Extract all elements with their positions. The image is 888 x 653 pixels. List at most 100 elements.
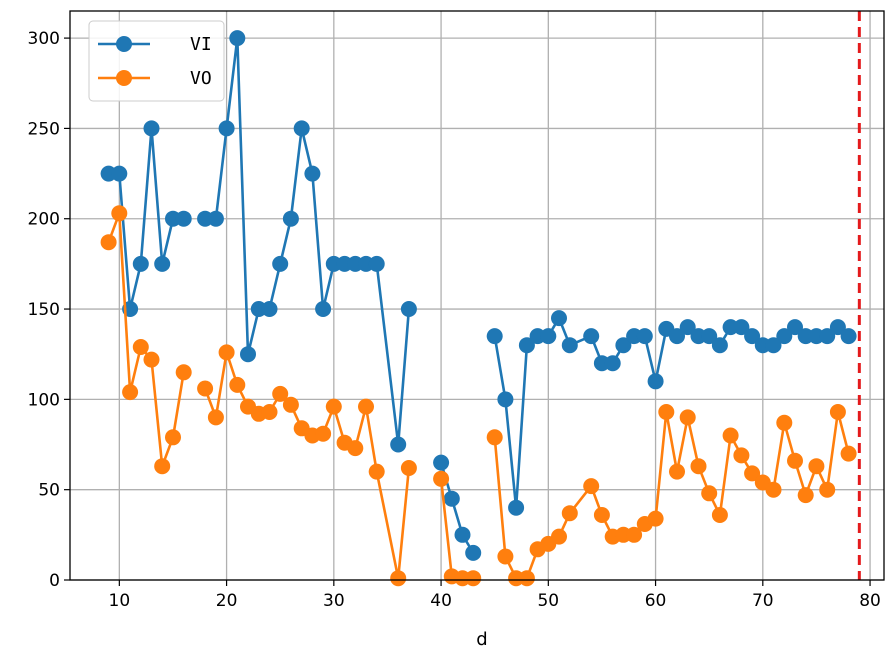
data-point-vi-66 bbox=[711, 337, 728, 354]
data-point-vo-48 bbox=[518, 570, 535, 587]
data-point-vo-21 bbox=[229, 376, 246, 393]
data-point-vi-22 bbox=[240, 346, 256, 363]
data-point-vo-9 bbox=[100, 234, 117, 251]
data-point-vi-43 bbox=[465, 544, 482, 561]
x-tick-label-30: 30 bbox=[323, 591, 345, 611]
data-point-vo-16 bbox=[175, 364, 192, 381]
legend-label-vo: VO bbox=[190, 68, 212, 89]
data-point-vo-66 bbox=[711, 507, 728, 523]
data-point-vo-12 bbox=[132, 339, 149, 355]
data-point-vo-10 bbox=[111, 205, 128, 222]
data-point-vo-69 bbox=[744, 465, 761, 482]
data-point-vi-48 bbox=[518, 337, 535, 354]
legend-label-vi: VI bbox=[190, 34, 212, 55]
data-point-vi-10 bbox=[111, 165, 128, 182]
data-point-vi-68 bbox=[733, 319, 750, 336]
data-point-vo-25 bbox=[272, 385, 289, 402]
data-point-vo-72 bbox=[776, 414, 793, 431]
data-point-vi-34 bbox=[368, 255, 385, 272]
data-point-vi-36 bbox=[390, 436, 407, 453]
x-tick-label-10: 10 bbox=[109, 591, 131, 611]
y-axis: 0 50 100 150 200 250 300 bbox=[28, 29, 70, 591]
data-point-vi-20 bbox=[218, 120, 235, 137]
data-point-vi-71 bbox=[765, 337, 782, 354]
data-point-vi-12 bbox=[132, 255, 149, 272]
x-axis: 10 20 30 40 50 60 70 80 bbox=[109, 580, 881, 611]
data-point-vi-73 bbox=[787, 319, 803, 336]
data-point-vo-40 bbox=[433, 470, 450, 487]
data-point-vi-29 bbox=[315, 301, 332, 317]
data-point-vo-52 bbox=[561, 505, 578, 522]
data-point-vo-51 bbox=[551, 528, 567, 545]
data-point-vo-67 bbox=[722, 427, 739, 444]
data-point-vo-55 bbox=[593, 507, 610, 523]
data-point-vo-58 bbox=[626, 526, 643, 543]
data-point-vi-37 bbox=[400, 301, 417, 317]
series-vi bbox=[100, 30, 857, 561]
data-point-vi-47 bbox=[508, 499, 525, 516]
data-point-vi-45 bbox=[486, 328, 503, 345]
data-point-vi-62 bbox=[669, 328, 685, 345]
x-axis-label: d bbox=[476, 629, 487, 650]
data-point-vo-71 bbox=[765, 481, 782, 498]
data-point-vo-68 bbox=[733, 447, 750, 464]
data-point-vi-56 bbox=[604, 355, 621, 372]
data-point-vi-63 bbox=[679, 319, 696, 336]
y-tick-label-250: 250 bbox=[28, 119, 60, 139]
y-tick-label-300: 300 bbox=[28, 29, 60, 49]
data-point-vi-42 bbox=[454, 526, 471, 543]
data-point-vi-19 bbox=[207, 210, 224, 227]
data-point-vo-15 bbox=[165, 429, 181, 446]
x-tick-label-70: 70 bbox=[752, 591, 774, 611]
data-point-vo-37 bbox=[400, 460, 417, 476]
data-point-vo-24 bbox=[261, 404, 278, 420]
data-point-vi-76 bbox=[819, 328, 836, 345]
data-point-vi-57 bbox=[615, 337, 632, 354]
data-point-vi-54 bbox=[583, 328, 600, 345]
data-point-vo-65 bbox=[701, 485, 718, 502]
x-tick-label-40: 40 bbox=[430, 591, 452, 611]
data-point-vo-63 bbox=[679, 409, 696, 426]
data-point-vo-33 bbox=[358, 398, 374, 415]
data-point-vi-26 bbox=[282, 210, 299, 227]
x-tick-label-50: 50 bbox=[537, 591, 559, 611]
data-point-vi-52 bbox=[561, 337, 578, 354]
data-point-vo-46 bbox=[497, 548, 514, 565]
data-point-vo-73 bbox=[787, 452, 803, 469]
plot-area bbox=[70, 11, 884, 580]
data-point-vo-30 bbox=[325, 398, 342, 415]
data-point-vo-76 bbox=[819, 481, 836, 498]
data-point-vi-25 bbox=[272, 255, 289, 272]
data-point-vi-72 bbox=[776, 328, 793, 345]
data-point-vo-29 bbox=[315, 425, 332, 442]
y-tick-label-100: 100 bbox=[28, 390, 60, 410]
series-vo bbox=[100, 205, 857, 587]
legend-box bbox=[88, 20, 225, 102]
data-point-vo-45 bbox=[486, 429, 503, 446]
data-point-vi-65 bbox=[701, 328, 718, 345]
data-point-vo-11 bbox=[122, 384, 139, 401]
data-point-vi-69 bbox=[744, 328, 761, 345]
data-point-vi-16 bbox=[175, 210, 192, 227]
data-point-vi-13 bbox=[143, 120, 160, 137]
data-point-vo-19 bbox=[207, 409, 224, 426]
legend-marker-vo bbox=[116, 70, 132, 86]
data-point-vi-50 bbox=[540, 328, 557, 345]
data-point-vi-60 bbox=[647, 373, 664, 390]
data-point-vo-18 bbox=[197, 380, 214, 397]
legend-entry-vi: VI bbox=[98, 34, 212, 55]
data-point-vi-78 bbox=[840, 328, 857, 345]
data-point-vo-26 bbox=[282, 396, 299, 413]
y-tick-label-0: 0 bbox=[49, 571, 60, 591]
legend-entry-vo: VO bbox=[98, 68, 212, 89]
x-tick-label-60: 60 bbox=[645, 591, 667, 611]
data-point-vo-61 bbox=[658, 404, 675, 420]
data-point-vo-75 bbox=[808, 458, 825, 475]
data-point-vo-60 bbox=[647, 510, 664, 527]
data-point-vo-78 bbox=[840, 445, 857, 462]
x-tick-label-20: 20 bbox=[216, 591, 238, 611]
data-point-vo-34 bbox=[368, 463, 385, 480]
plot-frame bbox=[69, 10, 885, 581]
x-tick-label-80: 80 bbox=[859, 591, 881, 611]
data-point-vi-51 bbox=[551, 310, 567, 327]
